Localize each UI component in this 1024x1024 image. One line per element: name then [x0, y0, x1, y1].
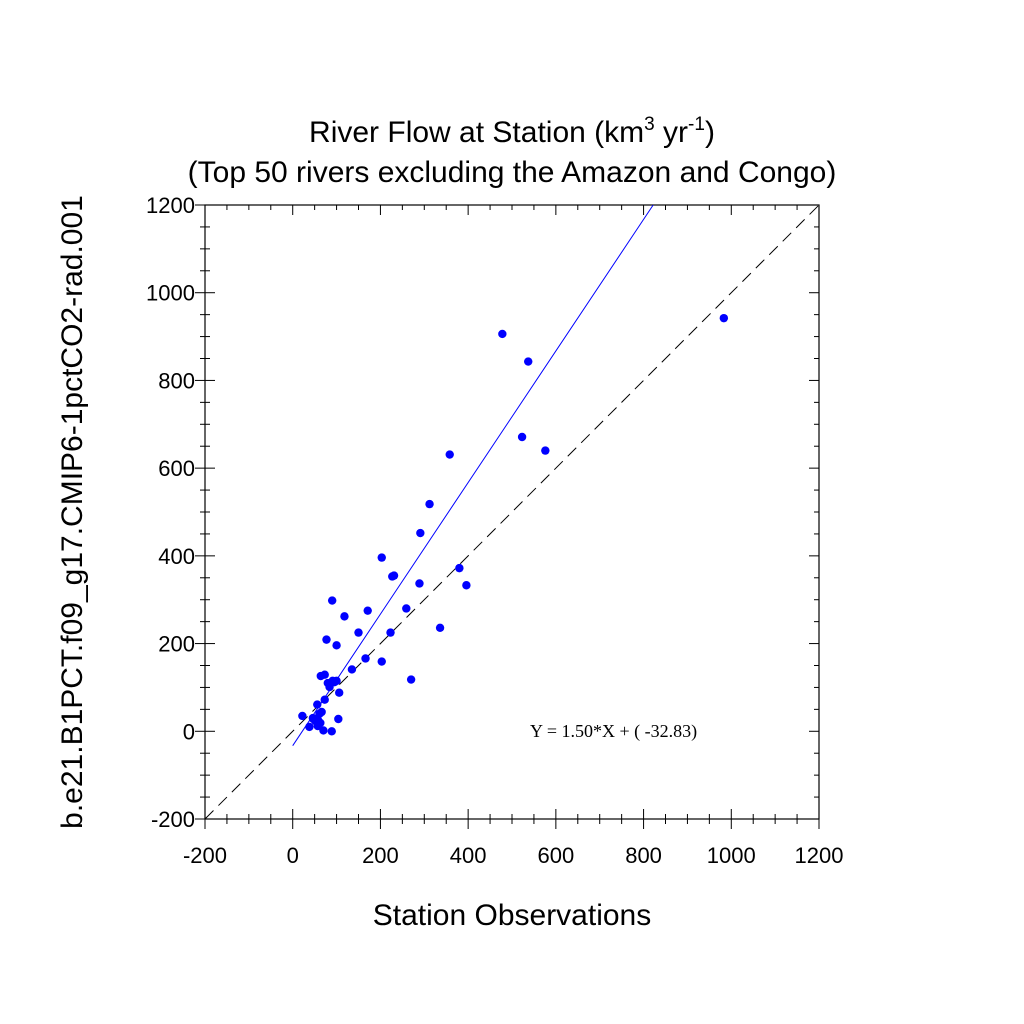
- regression-equation: Y = 1.50*X + ( -32.83): [530, 721, 697, 742]
- data-point: [313, 700, 322, 709]
- data-point: [298, 711, 307, 721]
- y-tick-label: 0: [183, 719, 195, 744]
- data-point: [406, 675, 416, 684]
- data-point: [363, 606, 372, 615]
- x-tick-label: 0: [287, 843, 299, 868]
- x-tick-label: 400: [450, 843, 487, 868]
- data-point: [377, 657, 386, 666]
- data-point: [498, 329, 507, 339]
- y-tick-label: 600: [158, 456, 195, 481]
- x-tick-label: 600: [537, 843, 574, 868]
- x-tick-label: 200: [362, 843, 399, 868]
- data-point: [402, 604, 411, 613]
- data-point: [335, 688, 344, 697]
- data-point: [308, 713, 318, 723]
- identity-line: [205, 205, 819, 819]
- data-point: [316, 671, 325, 681]
- y-tick-label: 1000: [146, 281, 195, 306]
- data-point: [327, 596, 337, 605]
- x-axis-label: Station Observations: [373, 899, 651, 932]
- data-point: [322, 635, 331, 644]
- data-point: [541, 446, 550, 455]
- chart-title-line1: River Flow at Station (km3 yr-1): [309, 114, 715, 149]
- data-point: [354, 628, 363, 637]
- data-point: [386, 628, 395, 637]
- data-point: [334, 714, 343, 724]
- chart-title-line2: (Top 50 rivers excluding the Amazon and …: [188, 156, 837, 189]
- data-point: [323, 678, 332, 688]
- data-point: [319, 726, 328, 735]
- y-axis-label: b.e21.B1PCT.f09_g17.CMIP6-1pctCO2-rad.00…: [56, 195, 89, 829]
- data-point: [455, 563, 464, 573]
- data-point: [315, 709, 324, 718]
- data-point: [719, 313, 729, 323]
- data-point: [347, 665, 357, 674]
- y-tick-label: 400: [158, 544, 195, 569]
- data-point: [517, 432, 527, 442]
- data-point: [425, 499, 434, 509]
- data-point: [320, 695, 329, 704]
- data-point: [416, 528, 425, 538]
- x-tick-label: 1000: [707, 843, 756, 868]
- data-point: [445, 450, 454, 459]
- x-tick-label: 1200: [795, 843, 844, 868]
- data-point: [332, 641, 341, 650]
- y-tick-label: 200: [158, 632, 195, 657]
- plot-area: -200 0 200 400 600 800 1000 1200 -200 0 200 400 600 8…: [146, 193, 843, 868]
- y-tick-label: 800: [158, 368, 195, 393]
- x-tick-label: -200: [183, 843, 227, 868]
- y-tick-label: -200: [151, 807, 195, 832]
- data-point: [305, 722, 314, 732]
- data-point: [388, 572, 397, 581]
- data-point: [330, 677, 339, 687]
- data-point: [524, 357, 533, 366]
- data-point: [415, 579, 424, 588]
- data-point: [340, 612, 349, 621]
- data-point: [327, 727, 336, 736]
- regression-line: [292, 205, 654, 746]
- data-point: [462, 581, 471, 590]
- data-point: [361, 654, 370, 663]
- data-point: [377, 553, 386, 562]
- y-tick-label: 1200: [146, 193, 195, 218]
- x-tick-label: 800: [625, 843, 662, 868]
- data-point: [435, 623, 445, 632]
